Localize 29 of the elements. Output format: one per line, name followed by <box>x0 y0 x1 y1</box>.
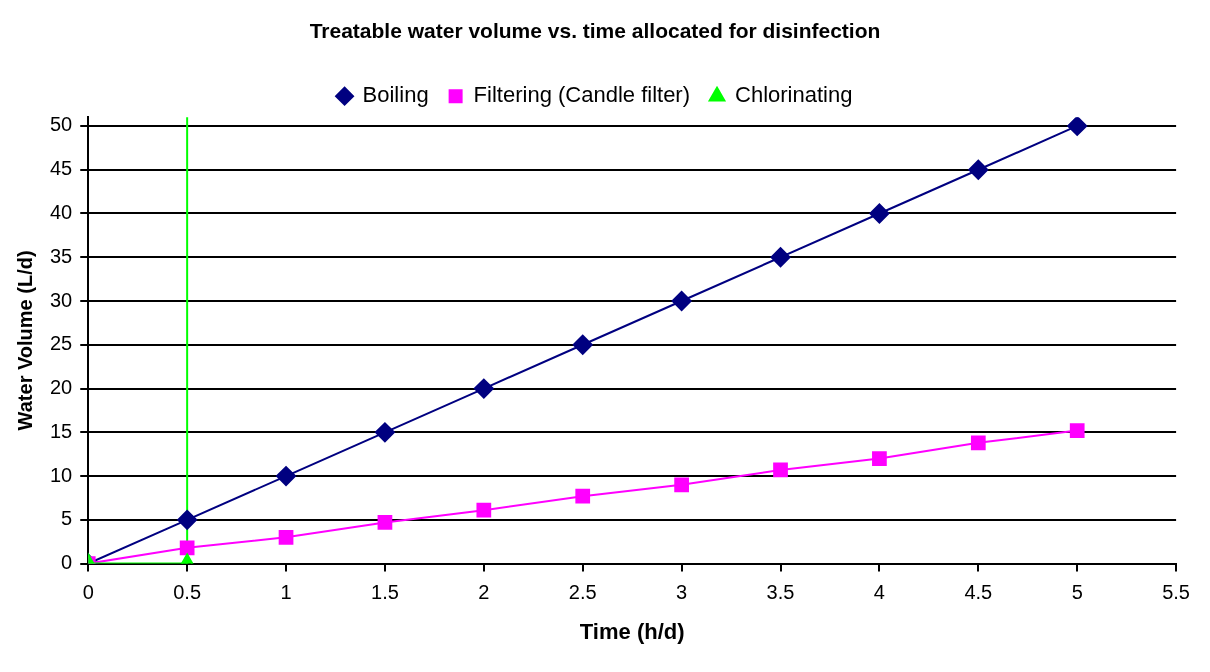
x-tick-label: 4.5 <box>964 581 993 604</box>
x-tick-label: 1 <box>280 581 292 604</box>
x-tick-label: 0.5 <box>173 581 202 604</box>
y-tick-label: 10 <box>50 463 73 486</box>
chart-title: Treatable water volume vs. time allocated for disinfection <box>309 19 881 43</box>
y-tick-label: 20 <box>50 376 73 399</box>
x-tick-label: 2.5 <box>568 581 597 604</box>
x-axis-title: Time (h/d) <box>579 618 685 644</box>
y-tick-label: 0 <box>61 551 73 574</box>
x-tick-label: 5.5 <box>1162 581 1190 604</box>
y-axis-title: Water Volume (L/d) <box>13 250 36 431</box>
y-tick-label: 40 <box>50 201 73 223</box>
legend-label: Chlorinating <box>735 82 853 108</box>
y-tick-label: 45 <box>50 157 73 180</box>
x-tick-label: 4 <box>873 581 885 604</box>
y-tick-label: 30 <box>50 288 73 311</box>
x-tick-label: 3 <box>676 581 688 604</box>
y-tick-label: 35 <box>50 244 73 267</box>
y-tick-label: 15 <box>50 419 73 442</box>
x-tick-label: 3.5 <box>766 581 795 604</box>
x-tick-label: 5 <box>1071 581 1083 604</box>
y-tick-label: 25 <box>50 332 73 355</box>
legend-label: Filtering (Candle filter) <box>473 82 691 108</box>
legend-label: Boiling <box>362 82 429 108</box>
x-tick-label: 1.5 <box>371 581 399 604</box>
x-tick-label: 2 <box>478 581 490 604</box>
x-tick-label: 0 <box>82 581 94 604</box>
y-tick-label: 5 <box>61 507 73 530</box>
y-tick-label: 50 <box>50 113 73 136</box>
